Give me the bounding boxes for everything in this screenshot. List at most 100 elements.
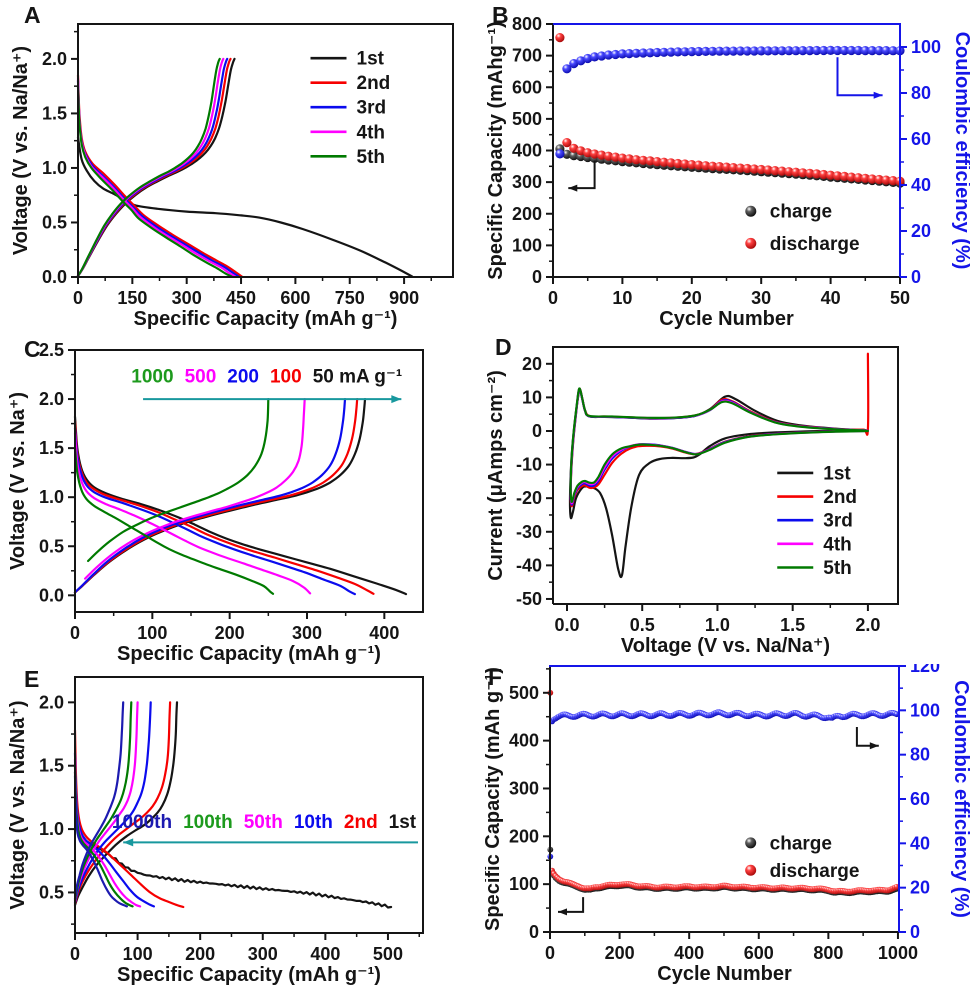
svg-text:20: 20 <box>911 221 931 241</box>
panel-label-f: F <box>488 664 503 690</box>
svg-text:1.0: 1.0 <box>39 819 64 839</box>
svg-text:2.0: 2.0 <box>855 615 880 635</box>
svg-text:discharge: discharge <box>770 861 860 882</box>
svg-text:60: 60 <box>910 789 930 809</box>
svg-text:400: 400 <box>512 141 542 161</box>
svg-text:Voltage (V vs. Na/Na⁺): Voltage (V vs. Na/Na⁺) <box>10 46 32 255</box>
svg-text:Coulombic efficiency (%): Coulombic efficiency (%) <box>950 680 970 918</box>
svg-text:400: 400 <box>674 943 704 963</box>
svg-text:0.0: 0.0 <box>39 585 64 605</box>
svg-text:Coulombic efficiency (%): Coulombic efficiency (%) <box>951 32 970 270</box>
svg-text:0: 0 <box>545 943 555 963</box>
svg-text:500: 500 <box>509 683 539 703</box>
svg-text:150: 150 <box>117 288 147 308</box>
svg-text:300: 300 <box>172 288 202 308</box>
svg-text:0.5: 0.5 <box>39 536 64 556</box>
svg-text:100: 100 <box>137 623 167 643</box>
svg-text:300: 300 <box>292 623 322 643</box>
svg-text:Specific Capacity (mAhg⁻¹): Specific Capacity (mAhg⁻¹) <box>485 21 507 279</box>
svg-text:80: 80 <box>911 83 931 103</box>
svg-text:-40: -40 <box>516 555 542 575</box>
svg-text:800: 800 <box>512 14 542 34</box>
svg-text:20: 20 <box>522 354 542 374</box>
svg-text:Voltage (V vs. Na/Na⁺): Voltage (V vs. Na/Na⁺) <box>7 700 29 909</box>
panel-label-b: B <box>492 2 509 28</box>
svg-text:Cycle Number: Cycle Number <box>659 308 794 330</box>
svg-text:40: 40 <box>911 175 931 195</box>
svg-text:-10: -10 <box>516 455 542 475</box>
svg-text:1.5: 1.5 <box>39 756 64 776</box>
svg-text:0: 0 <box>532 421 542 441</box>
panel-label-d: D <box>495 334 512 360</box>
svg-text:2.0: 2.0 <box>39 692 64 712</box>
svg-text:0.0: 0.0 <box>42 267 67 287</box>
svg-text:600: 600 <box>744 943 774 963</box>
svg-text:Specific Capacity (mAh g⁻¹): Specific Capacity (mAh g⁻¹) <box>117 643 381 664</box>
svg-text:2.0: 2.0 <box>42 49 67 69</box>
svg-text:0.5: 0.5 <box>630 615 655 635</box>
svg-text:charge: charge <box>770 833 832 854</box>
svg-text:600: 600 <box>280 288 310 308</box>
svg-text:2nd: 2nd <box>357 73 391 94</box>
svg-text:Voltage (V vs. Na/Na⁺): Voltage (V vs. Na/Na⁺) <box>621 635 830 657</box>
svg-text:-20: -20 <box>516 488 542 508</box>
svg-text:200: 200 <box>185 944 215 964</box>
svg-text:discharge: discharge <box>770 234 860 255</box>
svg-text:1.5: 1.5 <box>39 438 64 458</box>
panel-rate-capability: C 0 100 200 300 400 Specific Capacity (mAh g⁻… <box>0 332 485 664</box>
svg-text:1.0: 1.0 <box>42 158 67 178</box>
svg-text:2nd: 2nd <box>823 487 857 508</box>
svg-text:100: 100 <box>123 944 153 964</box>
svg-text:60: 60 <box>911 129 931 149</box>
svg-text:1.5: 1.5 <box>42 103 67 123</box>
panel-long-cycle-profiles: E 0 100 200 300 400 500 Specific Capacity (mAh… <box>0 664 485 995</box>
panel-label-a: A <box>24 2 41 28</box>
svg-text:0: 0 <box>532 267 542 287</box>
svg-text:80: 80 <box>910 745 930 765</box>
svg-text:40: 40 <box>910 833 930 853</box>
svg-text:1000: 1000 <box>878 943 918 963</box>
svg-text:1st: 1st <box>823 463 851 484</box>
svg-text:200: 200 <box>215 623 245 643</box>
svg-text:40: 40 <box>821 288 841 308</box>
svg-text:500: 500 <box>373 944 403 964</box>
panel-label-e: E <box>24 666 40 692</box>
svg-text:3rd: 3rd <box>357 98 387 119</box>
svg-text:200: 200 <box>509 826 539 846</box>
svg-text:100: 100 <box>910 700 940 720</box>
svg-text:0: 0 <box>529 922 539 942</box>
svg-text:200: 200 <box>512 204 542 224</box>
svg-text:200: 200 <box>605 943 635 963</box>
svg-text:0: 0 <box>73 288 83 308</box>
svg-text:400: 400 <box>369 623 399 643</box>
svg-text:0.0: 0.0 <box>554 615 579 635</box>
svg-text:4th: 4th <box>357 122 386 143</box>
svg-text:-50: -50 <box>516 589 542 609</box>
svg-text:1.0: 1.0 <box>39 487 64 507</box>
svg-text:Specific Capacity (mAh g⁻¹): Specific Capacity (mAh g⁻¹) <box>134 308 398 330</box>
svg-text:700: 700 <box>512 46 542 66</box>
svg-text:20: 20 <box>682 288 702 308</box>
svg-text:400: 400 <box>310 944 340 964</box>
svg-text:4th: 4th <box>823 534 852 555</box>
svg-text:0: 0 <box>910 922 920 942</box>
svg-text:20: 20 <box>910 878 930 898</box>
svg-text:-30: -30 <box>516 522 542 542</box>
svg-text:1.5: 1.5 <box>780 615 805 635</box>
svg-text:50: 50 <box>890 288 910 308</box>
svg-text:Voltage (V vs. Na⁺): Voltage (V vs. Na⁺) <box>7 392 29 570</box>
svg-text:100: 100 <box>509 874 539 894</box>
svg-text:1.0: 1.0 <box>705 615 730 635</box>
svg-text:Specific Capacity (mAh g⁻¹): Specific Capacity (mAh g⁻¹) <box>117 964 381 986</box>
svg-text:100: 100 <box>512 235 542 255</box>
svg-text:charge: charge <box>770 202 832 223</box>
svg-text:5th: 5th <box>357 147 386 168</box>
svg-text:30: 30 <box>751 288 771 308</box>
panel-cycling-1000: F 0 200 400 600 800 1000 Cycle Number 0 100 200 30… <box>485 664 970 995</box>
svg-text:2.0: 2.0 <box>39 389 64 409</box>
